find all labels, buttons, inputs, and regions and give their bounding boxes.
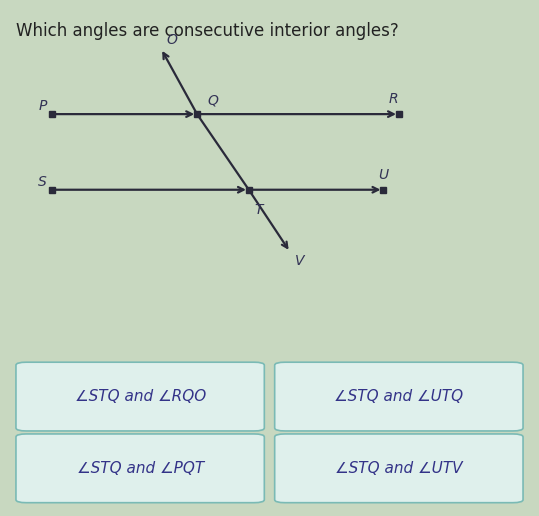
FancyBboxPatch shape xyxy=(275,362,523,431)
Text: ∠STQ and ∠UTQ: ∠STQ and ∠UTQ xyxy=(334,389,464,404)
Text: U: U xyxy=(378,168,388,182)
Text: S: S xyxy=(38,174,47,188)
FancyBboxPatch shape xyxy=(16,362,264,431)
Text: ∠STQ and ∠PQT: ∠STQ and ∠PQT xyxy=(77,461,204,476)
Text: Q: Q xyxy=(208,93,218,107)
Text: V: V xyxy=(295,254,305,268)
Text: T: T xyxy=(254,203,262,217)
Text: R: R xyxy=(389,92,398,106)
Text: P: P xyxy=(39,99,47,113)
Text: Which angles are consecutive interior angles?: Which angles are consecutive interior an… xyxy=(16,22,399,40)
Text: ∠STQ and ∠UTV: ∠STQ and ∠UTV xyxy=(335,461,462,476)
Text: ∠STQ and ∠RQO: ∠STQ and ∠RQO xyxy=(74,389,206,404)
Text: O: O xyxy=(166,33,177,47)
FancyBboxPatch shape xyxy=(275,434,523,503)
FancyBboxPatch shape xyxy=(16,434,264,503)
